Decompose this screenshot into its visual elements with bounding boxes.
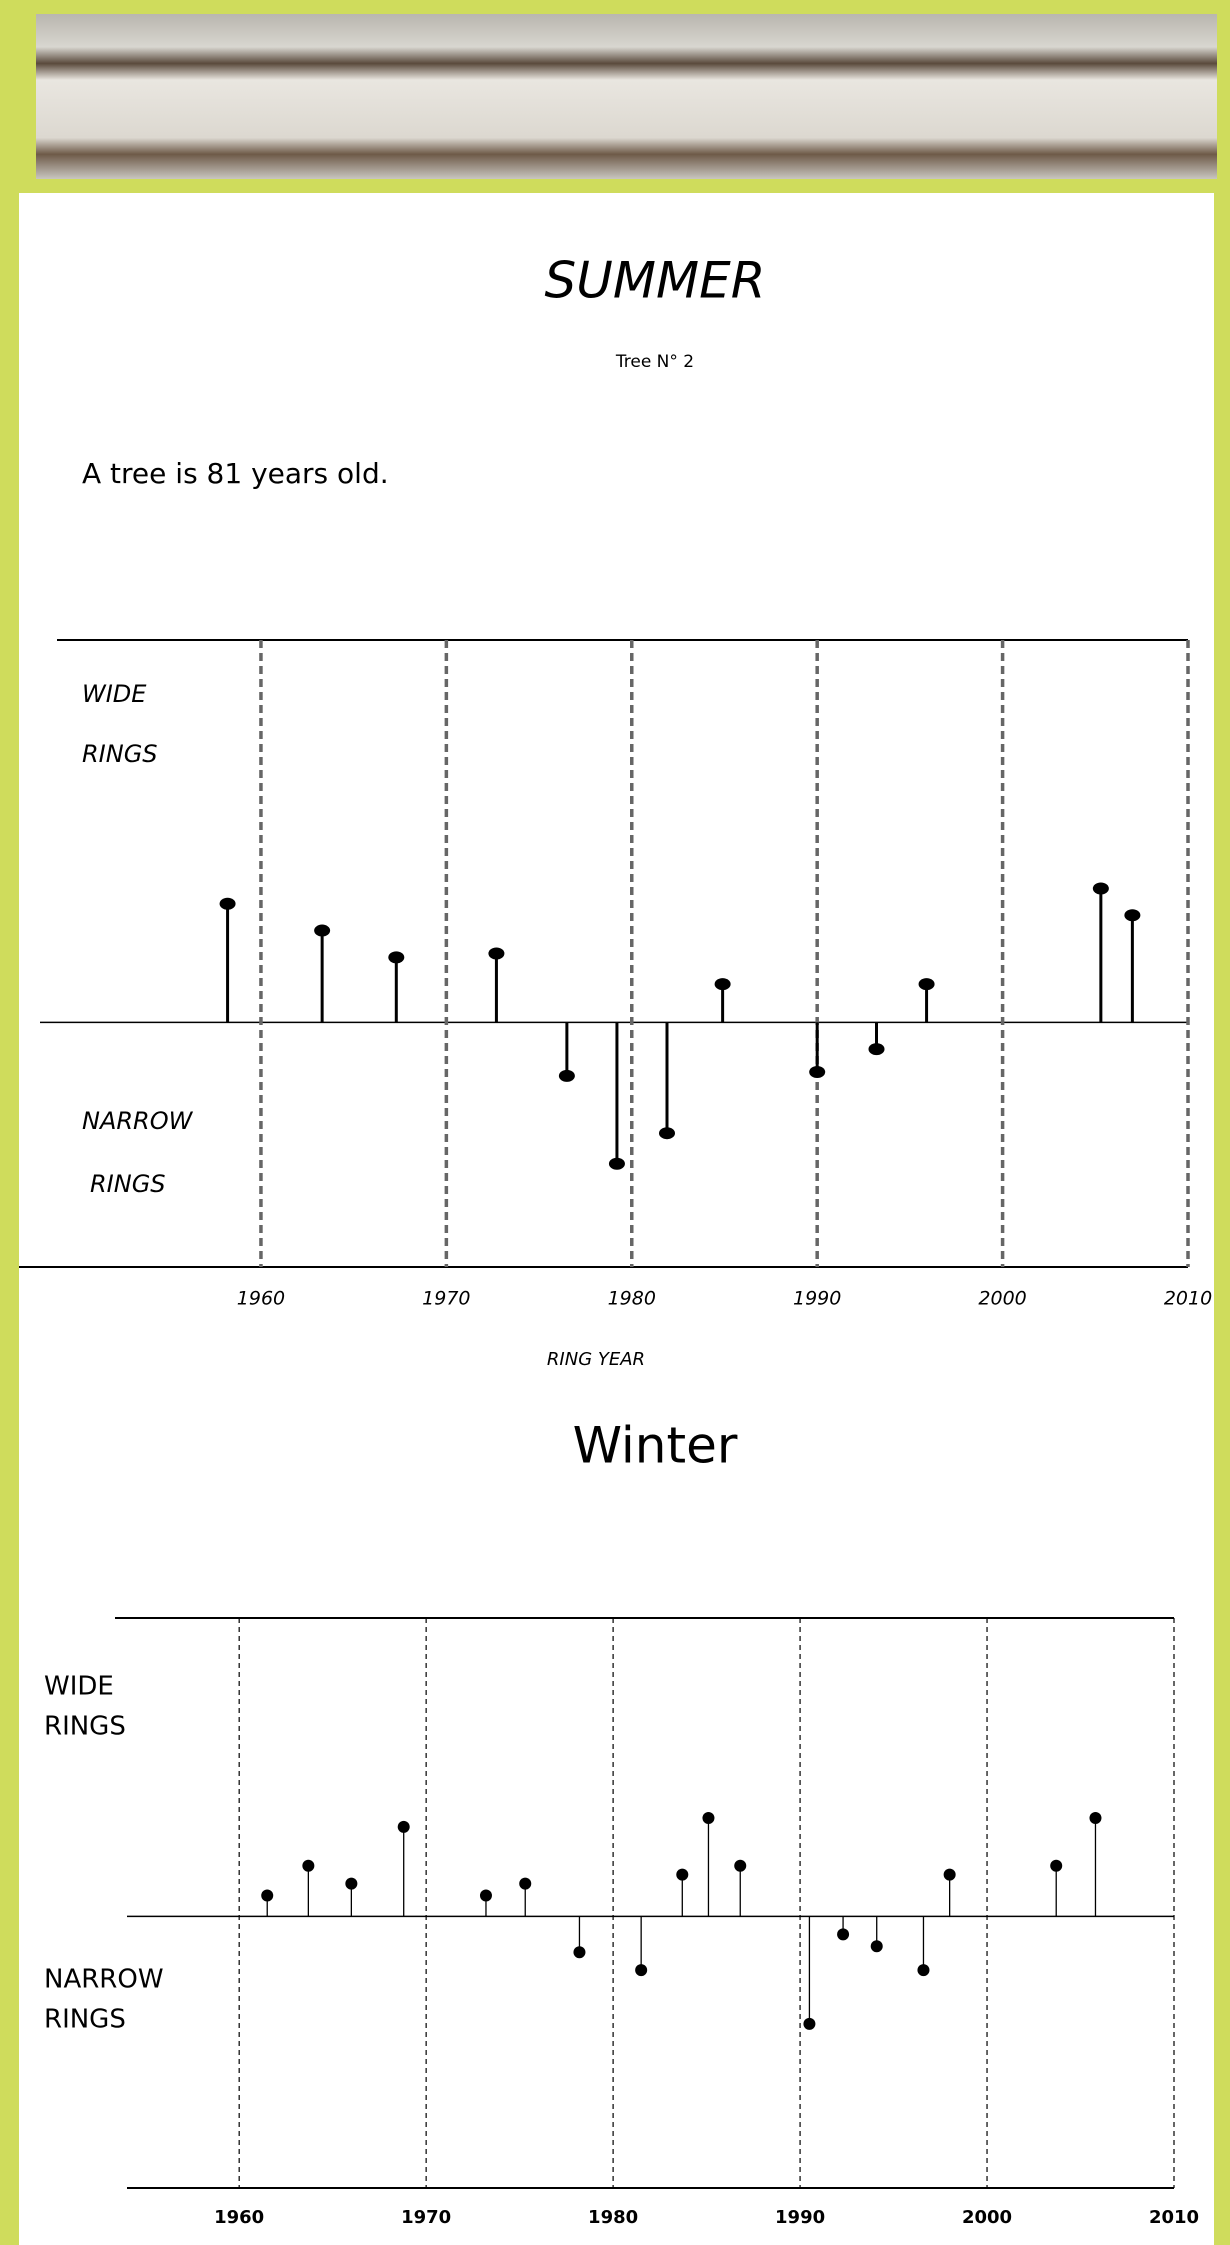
stem-marker [870, 1940, 883, 1953]
stem-marker [388, 951, 405, 964]
axis-annotation: WIDE [82, 680, 147, 708]
x-tick-label: 1990 [793, 1288, 841, 1310]
stem-marker [573, 1946, 586, 1959]
x-tick-label: 2000 [962, 2207, 1012, 2228]
x-tick-label: 1970 [401, 2207, 451, 2228]
x-tick-label: 1980 [608, 1288, 656, 1310]
stem-marker [558, 1069, 575, 1082]
stem-marker [261, 1889, 274, 1902]
stem-marker [1092, 882, 1109, 895]
stem-marker [658, 1127, 675, 1140]
stem-marker [345, 1877, 358, 1890]
winter-chart: Winter 1960 1970 1980 1990 2000 2010 WIDE RINGS N… [44, 1417, 1199, 2229]
panel [19, 193, 1214, 2245]
chart-title: Winter [573, 1417, 738, 1475]
axis-annotation: RINGS [44, 2005, 126, 2035]
stem-marker [219, 897, 236, 910]
stem-marker [803, 2017, 816, 2030]
stem-marker [917, 1964, 930, 1977]
stem-marker [734, 1859, 747, 1872]
stem-marker [918, 978, 935, 991]
x-tick-label: 2010 [1164, 1288, 1212, 1310]
stem-marker [1124, 909, 1141, 922]
stem-marker [635, 1964, 648, 1977]
stem-marker [837, 1928, 850, 1941]
wood-photo [36, 14, 1217, 179]
stem-marker [519, 1877, 532, 1890]
stem-marker [608, 1157, 625, 1170]
axis-annotation: RINGS [82, 740, 158, 768]
title: SUMMER [545, 252, 766, 310]
stem-marker [302, 1859, 315, 1872]
x-axis-label: RING YEAR [547, 1349, 645, 1370]
x-tick-label: 1970 [422, 1288, 470, 1310]
stem-marker [479, 1889, 492, 1902]
summer-chart: 1960 1970 1980 1990 2000 2010 WIDE RINGS NARROW R… [19, 639, 1212, 1370]
stem-marker [1089, 1811, 1102, 1824]
subtitle: Tree N° 2 [615, 352, 694, 372]
x-tick-label: 1960 [214, 2207, 264, 2228]
axis-annotation: RINGS [90, 1170, 166, 1198]
axis-annotation: RINGS [44, 1712, 126, 1742]
stem-marker [868, 1043, 885, 1056]
stem-marker [702, 1811, 715, 1824]
axis-annotation: NARROW [82, 1107, 194, 1135]
stem-marker [809, 1066, 826, 1079]
x-tick-label: 2000 [978, 1288, 1026, 1310]
stem-marker [488, 947, 505, 960]
axis-annotation: NARROW [44, 1965, 164, 1995]
stem-marker [943, 1868, 956, 1881]
stem-marker [397, 1820, 410, 1833]
x-tick-label: 1960 [237, 1288, 285, 1310]
x-tick-label: 2010 [1149, 2207, 1199, 2228]
stem-marker [676, 1868, 689, 1881]
x-tick-label: 1990 [775, 2207, 825, 2228]
axis-annotation: WIDE [44, 1672, 114, 1702]
stem-marker [714, 978, 731, 991]
intro-text: A tree is 81 years old. [82, 457, 389, 490]
x-tick-label: 1980 [588, 2207, 638, 2228]
stem-marker [314, 924, 331, 937]
stem-marker [1050, 1859, 1063, 1872]
